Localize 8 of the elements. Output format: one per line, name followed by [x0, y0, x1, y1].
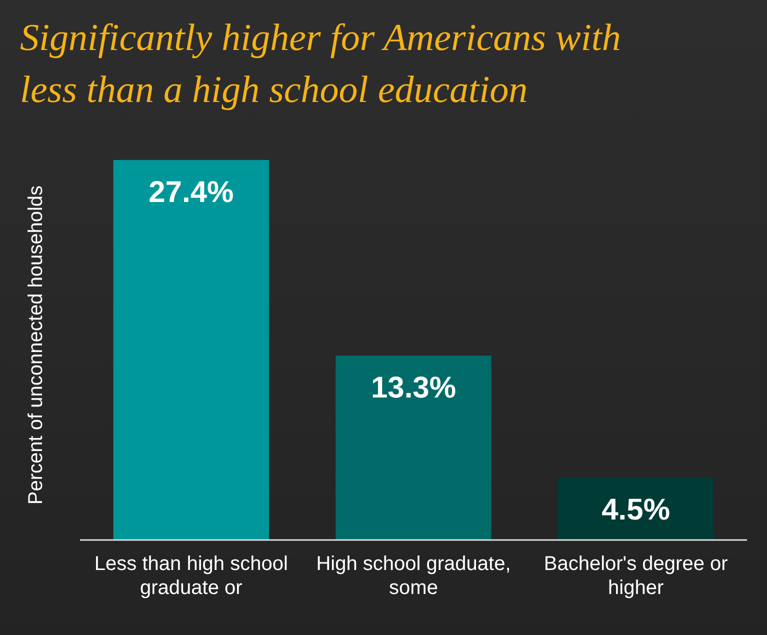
- x-tick-label: Bachelor's degree or higher: [544, 553, 728, 599]
- x-tick-label: High school graduate, some: [316, 553, 511, 599]
- chart-title: Significantly higher for Americans with less than a high school education: [20, 17, 621, 111]
- data-label: 4.5%: [602, 494, 670, 527]
- data-label: 27.4%: [148, 176, 234, 209]
- x-tick-label: Less than high school graduate or: [94, 553, 288, 599]
- y-axis-title: Percent of unconnected households: [25, 185, 47, 505]
- data-label: 13.3%: [370, 372, 456, 405]
